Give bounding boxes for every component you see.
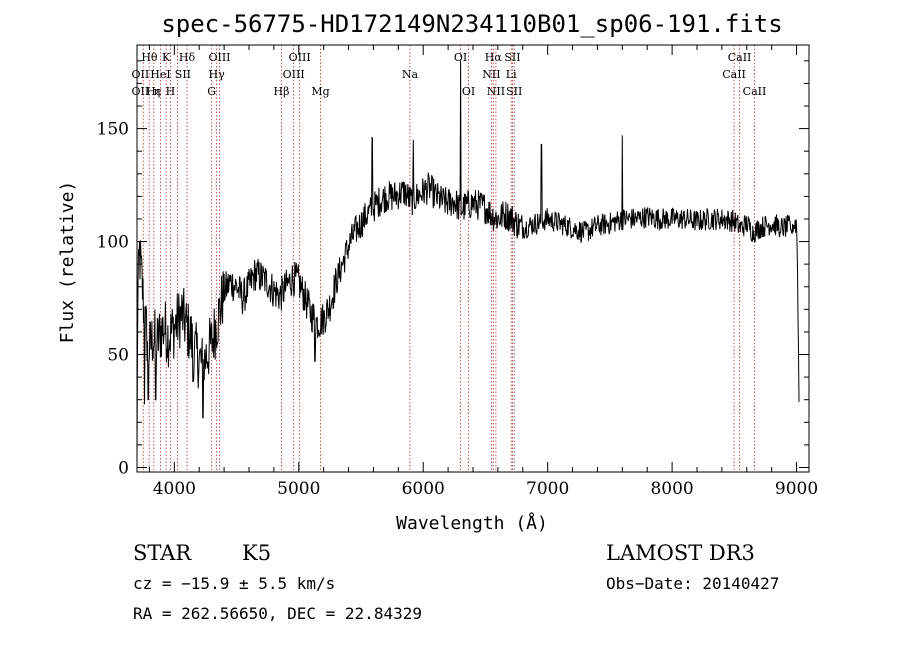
line-label-19: Hε xyxy=(146,85,162,98)
line-label-13: OIII xyxy=(283,68,305,81)
redshift-cz: cz = −15.9 ± 5.5 km/s xyxy=(133,574,335,593)
line-label-17: CaII xyxy=(722,68,746,81)
x-axis: 4000 5000 6000 7000 8000 9000 xyxy=(148,45,818,499)
y-tick-label: 0 xyxy=(118,458,129,478)
x-tick-label: 5000 xyxy=(277,479,320,499)
plot-frame xyxy=(136,44,810,473)
line-label-3: OIII xyxy=(208,51,230,64)
line-label-15: NII xyxy=(482,68,500,81)
x-tick-label: 6000 xyxy=(402,479,445,499)
line-label-27: SII xyxy=(506,85,522,98)
line-label-12: Hγ xyxy=(209,68,226,81)
line-label-23: Hβ xyxy=(274,85,290,98)
line-label-0: Hθ xyxy=(141,51,158,64)
coordinates: RA = 262.56650, DEC = 22.84329 xyxy=(133,604,422,623)
line-label-25: OI xyxy=(462,85,475,98)
object-class: STAR xyxy=(133,541,192,565)
line-label-28: CaII xyxy=(743,85,767,98)
object-subclass: K5 xyxy=(242,541,271,565)
line-label-22: G xyxy=(207,85,216,98)
y-axis-label: Flux (relative) xyxy=(57,181,78,344)
line-label-10: HeI xyxy=(150,68,170,81)
line-label-20: η xyxy=(154,85,161,98)
line-label-5: OI xyxy=(454,51,467,64)
x-tick-label: 8000 xyxy=(650,479,693,499)
chart-title: spec-56775-HD172149N234110B01_sp06-191.f… xyxy=(161,10,782,38)
line-label-26: NII xyxy=(487,85,505,98)
line-label-18: OII xyxy=(132,85,150,98)
observation-date: Obs−Date: 20140427 xyxy=(606,574,779,593)
emission-line-markers xyxy=(142,45,755,472)
line-label-24: Mg xyxy=(311,85,329,98)
y-axis: 0 50 100 150 xyxy=(97,60,809,478)
line-label-14: Na xyxy=(402,68,419,81)
line-label-1: K xyxy=(162,51,171,64)
y-tick-label: 50 xyxy=(107,346,129,366)
x-tick-label: 7000 xyxy=(526,479,569,499)
line-label-6: Hα xyxy=(485,51,503,64)
spectrum-line xyxy=(136,60,800,458)
line-label-11: SII xyxy=(175,68,191,81)
x-tick-label: 4000 xyxy=(153,479,196,499)
line-label-7: SII xyxy=(504,51,520,64)
survey-name: LAMOST DR3 xyxy=(606,541,755,565)
y-tick-label: 150 xyxy=(97,120,129,140)
line-label-8: CaII xyxy=(728,51,752,64)
line-label-16: Li xyxy=(506,68,517,81)
line-label-2: Hδ xyxy=(179,51,196,64)
line-label-9: OII xyxy=(132,68,150,81)
line-label-4: OIII xyxy=(289,51,311,64)
x-axis-label: Wavelength (Å) xyxy=(396,512,548,534)
y-tick-label: 100 xyxy=(97,233,129,253)
x-tick-label: 9000 xyxy=(775,479,818,499)
line-label-21: H xyxy=(166,85,176,98)
